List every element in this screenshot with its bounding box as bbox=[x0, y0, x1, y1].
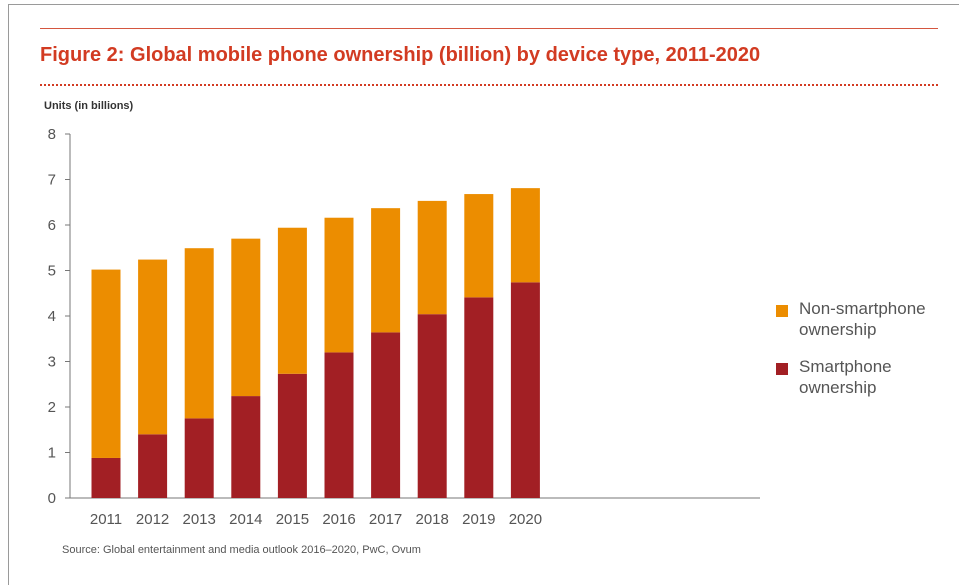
x-tick-label: 2012 bbox=[136, 511, 169, 528]
x-tick-label: 2020 bbox=[509, 511, 542, 528]
legend-swatch-non-smartphone bbox=[776, 305, 788, 317]
y-tick-label: 2 bbox=[48, 399, 56, 416]
y-tick-label: 6 bbox=[48, 217, 56, 234]
y-tick-label: 7 bbox=[48, 172, 56, 189]
legend: Non-smartphone ownership Smartphone owne… bbox=[776, 298, 961, 414]
legend-label-non-smartphone: Non-smartphone ownership bbox=[799, 299, 926, 339]
bar-smartphone bbox=[138, 434, 168, 498]
top-divider bbox=[40, 28, 938, 29]
bar-non-smartphone bbox=[138, 259, 168, 435]
bar-non-smartphone bbox=[324, 217, 354, 353]
stacked-bar-chart: 0 1 2 3 4 5 6 7 8 2011 2012 2013 2014 2015 2016 2017 201… bbox=[48, 126, 760, 528]
source-note: Source: Global entertainment and media o… bbox=[62, 544, 421, 556]
bar-non-smartphone bbox=[464, 194, 494, 298]
x-tick-label: 2018 bbox=[416, 511, 449, 528]
legend-swatch-smartphone bbox=[776, 363, 788, 375]
x-tick-label: 2011 bbox=[90, 511, 122, 528]
bar-non-smartphone bbox=[510, 188, 540, 283]
x-tick-label: 2013 bbox=[183, 511, 216, 528]
bar-non-smartphone bbox=[91, 269, 121, 458]
title-divider bbox=[40, 84, 938, 86]
figure-frame bbox=[8, 4, 959, 585]
legend-label-smartphone: Smartphone ownership bbox=[799, 357, 892, 397]
y-tick-label: 5 bbox=[48, 263, 56, 280]
x-tick-label: 2016 bbox=[322, 511, 355, 528]
chart-title: Figure 2: Global mobile phone ownership … bbox=[40, 44, 761, 66]
bar-smartphone bbox=[510, 282, 540, 498]
bar-non-smartphone bbox=[184, 248, 214, 419]
x-tick-label: 2014 bbox=[229, 511, 262, 528]
x-tick-label: 2015 bbox=[276, 511, 309, 528]
x-tick-label: 2019 bbox=[462, 511, 495, 528]
legend-item-non-smartphone: Non-smartphone ownership bbox=[776, 298, 961, 340]
bar-non-smartphone bbox=[371, 208, 401, 333]
bar-smartphone bbox=[324, 352, 354, 498]
y-tick-label: 8 bbox=[48, 126, 56, 143]
legend-item-smartphone: Smartphone ownership bbox=[776, 356, 961, 398]
x-tick-label: 2017 bbox=[369, 511, 402, 528]
bar-smartphone bbox=[184, 418, 214, 498]
bar-smartphone bbox=[371, 332, 401, 498]
bar-smartphone bbox=[231, 396, 261, 498]
bar-non-smartphone bbox=[417, 200, 447, 315]
bar-non-smartphone bbox=[277, 227, 307, 374]
bar-smartphone bbox=[91, 457, 121, 498]
y-tick-label: 1 bbox=[48, 445, 56, 462]
y-axis-units-label: Units (in billions) bbox=[44, 100, 134, 112]
y-tick-label: 0 bbox=[48, 490, 56, 507]
bar-non-smartphone bbox=[231, 238, 261, 397]
y-tick-label: 3 bbox=[48, 354, 56, 371]
y-tick-label: 4 bbox=[48, 308, 56, 325]
bar-smartphone bbox=[464, 297, 494, 498]
bar-smartphone bbox=[277, 373, 307, 498]
bar-smartphone bbox=[417, 314, 447, 498]
